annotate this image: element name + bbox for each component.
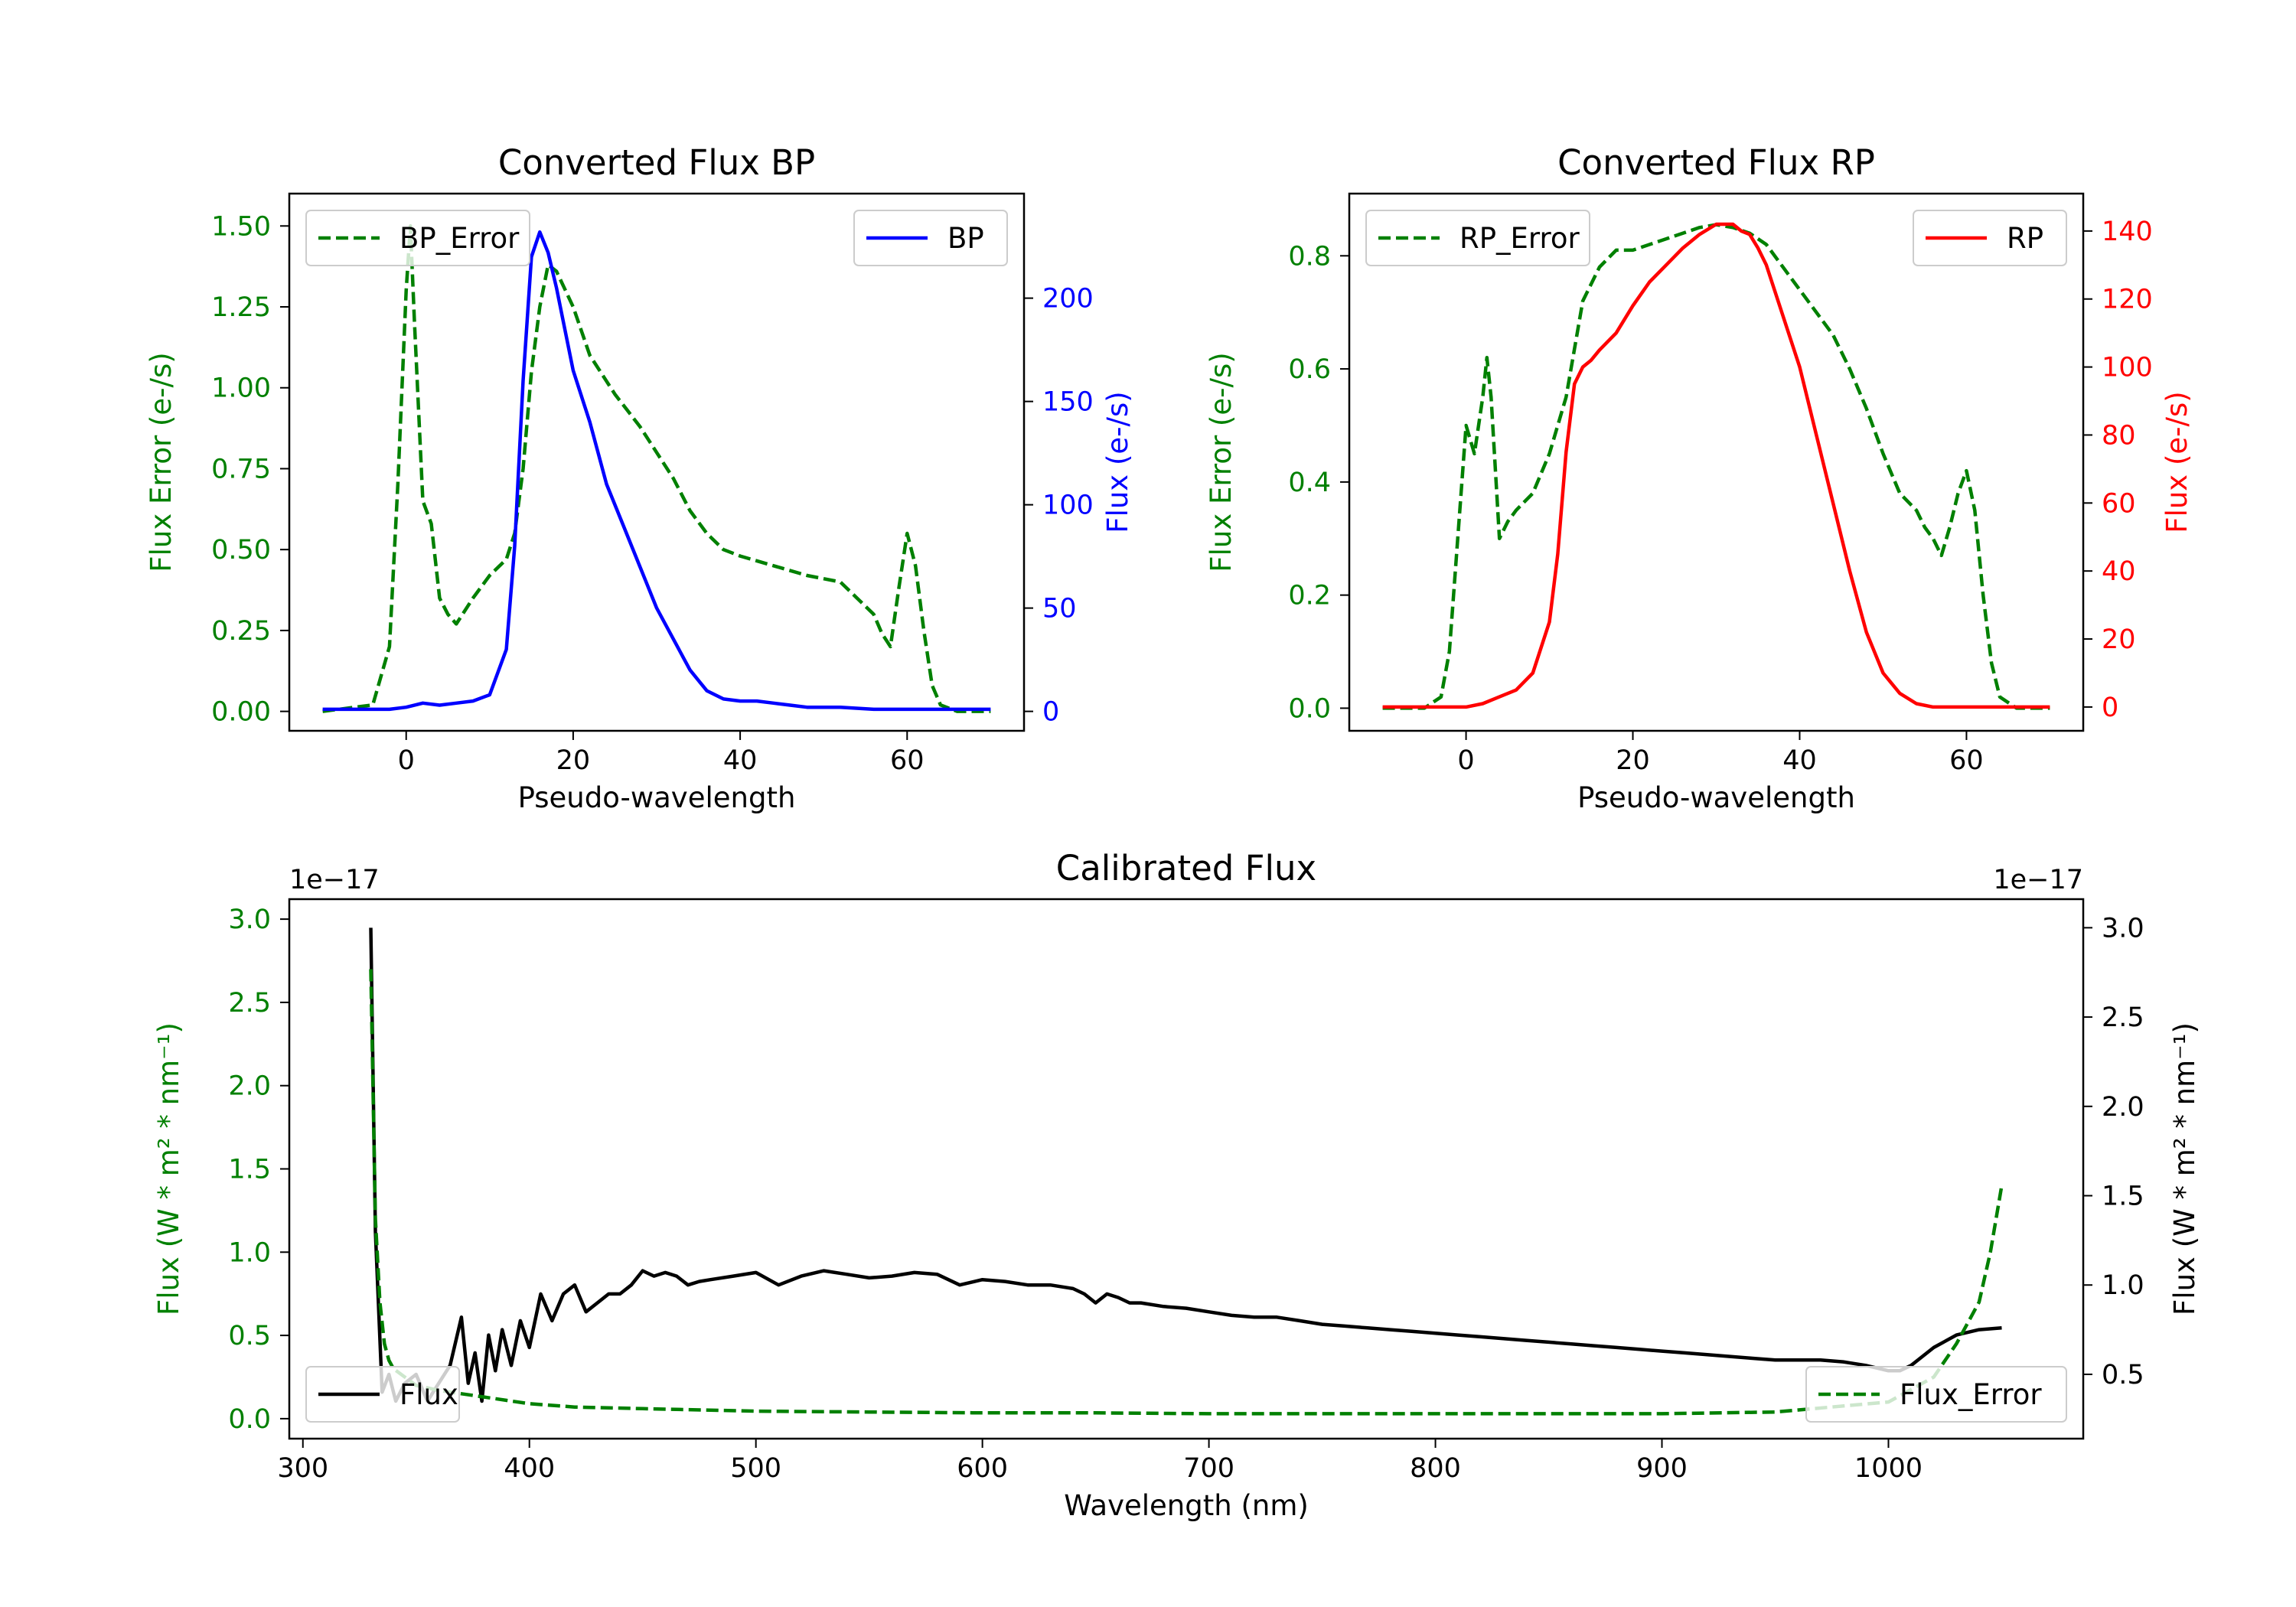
legend-bp_error: BP_Error <box>305 210 530 266</box>
legend-label: Flux_Error <box>1900 1378 2042 1411</box>
chart-title: Converted Flux RP <box>1557 142 1875 183</box>
series-line-rp <box>1382 222 2050 709</box>
legend-box <box>1913 210 2067 266</box>
y-left-tick-label: 0.2 <box>1288 581 1331 611</box>
x-tick-label: 400 <box>504 1453 555 1484</box>
y-left-tick-label: 0.0 <box>1288 693 1331 724</box>
legend-label: BP <box>947 222 984 255</box>
x-axis-label: Pseudo-wavelength <box>1577 781 1855 814</box>
legend-rp_error: RP_Error <box>1365 210 1590 266</box>
x-tick-label: 40 <box>723 745 758 776</box>
y-right-tick-label: 3.0 <box>2102 913 2144 944</box>
y-left-tick-label: 3.0 <box>228 905 271 935</box>
y-left-tick-label: 2.5 <box>228 988 271 1019</box>
legend-label: Flux <box>400 1378 458 1411</box>
x-tick-label: 40 <box>1782 745 1817 776</box>
x-tick-label: 20 <box>556 745 591 776</box>
legend-rp: RP <box>1913 210 2067 266</box>
y-right-axis-label: Flux (e-/s) <box>1101 391 1134 533</box>
legend-box <box>853 210 1008 266</box>
series-line-flux <box>369 927 2002 1403</box>
y-right-offset-text: 1e−17 <box>1993 865 2083 895</box>
legend-box <box>305 1366 460 1423</box>
x-tick-label: 800 <box>1410 1453 1461 1484</box>
panel-converted-flux-rp: 0 20 40 60 0.0 0.2 0.4 0.6 0.8 0 20 40 60 80 100 120 140… <box>1205 142 2193 814</box>
y-right-tick-label: 140 <box>2102 217 2153 247</box>
y-left-tick-label: 1.5 <box>228 1155 271 1185</box>
y-left-tick-label: 0.50 <box>211 535 271 566</box>
y-left-tick-label: 1.0 <box>228 1237 271 1268</box>
x-tick-label: 20 <box>1616 745 1650 776</box>
y-left-axis-label: Flux (W * m² * nm⁻¹) <box>152 1022 185 1315</box>
x-tick-label: 60 <box>890 745 925 776</box>
x-tick-label: 900 <box>1636 1453 1688 1484</box>
legend-flux: Flux <box>305 1366 460 1423</box>
x-tick-label: 0 <box>398 745 415 776</box>
y-right-tick-label: 80 <box>2102 420 2136 451</box>
y-right-tick-label: 60 <box>2102 488 2136 519</box>
x-tick-label: 700 <box>1183 1453 1234 1484</box>
y-left-offset-text: 1e−17 <box>289 865 380 895</box>
y-right-tick-label: 1.5 <box>2102 1182 2144 1212</box>
x-tick-label: 0 <box>1457 745 1474 776</box>
y-right-tick-label: 100 <box>1042 491 1094 521</box>
plot-frame <box>288 192 1026 732</box>
legend-box <box>305 210 530 266</box>
y-left-tick-label: 0.4 <box>1288 468 1331 498</box>
x-tick-label: 60 <box>1949 745 1984 776</box>
plot-frame <box>1348 192 2085 732</box>
series-line-bp_error <box>322 224 991 713</box>
y-right-tick-label: 1.0 <box>2102 1270 2144 1301</box>
y-right-tick-label: 0.5 <box>2102 1360 2144 1390</box>
legend-box <box>1365 210 1590 266</box>
x-tick-label: 500 <box>730 1453 781 1484</box>
chart-title: Converted Flux BP <box>498 142 815 183</box>
y-right-tick-label: 100 <box>2102 353 2153 383</box>
y-left-tick-label: 0.0 <box>228 1404 271 1435</box>
y-left-tick-label: 0.75 <box>211 454 271 484</box>
x-tick-label: 300 <box>277 1453 328 1484</box>
y-left-tick-label: 0.5 <box>228 1321 271 1351</box>
y-right-tick-label: 20 <box>2102 624 2136 655</box>
y-right-tick-label: 2.5 <box>2102 1002 2144 1033</box>
series-line-bp <box>322 230 991 712</box>
y-right-axis-label: Flux (e-/s) <box>2161 391 2193 533</box>
y-left-tick-label: 0.8 <box>1288 241 1331 272</box>
panel-calibrated-flux: 300 400 500 600 700 800 900 1000 0.0 0.5 1.0 1.5 2.0… <box>152 848 2201 1522</box>
y-right-tick-label: 40 <box>2102 556 2136 587</box>
y-left-tick-label: 1.50 <box>211 211 271 242</box>
y-left-tick-label: 0.6 <box>1288 354 1331 385</box>
legend-label: RP_Error <box>1459 222 1580 255</box>
y-right-tick-label: 150 <box>1042 387 1094 418</box>
y-right-tick-label: 0 <box>2102 693 2118 723</box>
y-right-tick-label: 2.0 <box>2102 1092 2144 1123</box>
series-line-rp_error <box>1382 223 2050 710</box>
legend-box <box>1805 1366 2067 1423</box>
legend-label: BP_Error <box>400 222 520 255</box>
y-right-tick-label: 50 <box>1042 594 1077 624</box>
y-left-axis-label: Flux Error (e-/s) <box>145 352 178 572</box>
x-tick-label: 600 <box>957 1453 1008 1484</box>
x-tick-label: 1000 <box>1854 1453 1923 1484</box>
y-left-tick-label: 1.00 <box>211 373 271 404</box>
y-left-tick-label: 0.25 <box>211 616 271 647</box>
panel-converted-flux-bp: 0 20 40 60 0.00 0.25 0.50 0.75 1.00 1.25 1.50 0 50 10… <box>145 142 1134 814</box>
y-left-axis-label: Flux Error (e-/s) <box>1205 352 1238 572</box>
y-right-tick-label: 200 <box>1042 284 1094 315</box>
legend-flux_error: Flux_Error <box>1805 1366 2067 1423</box>
legend-bp: BP <box>853 210 1008 266</box>
chart-title: Calibrated Flux <box>1056 848 1316 888</box>
y-left-tick-label: 0.00 <box>211 697 271 728</box>
x-axis-label: Pseudo-wavelength <box>518 781 796 814</box>
y-right-tick-label: 0 <box>1042 697 1059 728</box>
legend-label: RP <box>2007 222 2043 255</box>
x-axis-label: Wavelength (nm) <box>1064 1489 1309 1522</box>
y-right-axis-label: Flux (W * m² * nm⁻¹) <box>2168 1022 2201 1315</box>
y-left-tick-label: 2.0 <box>228 1071 271 1102</box>
y-left-tick-label: 1.25 <box>211 292 271 323</box>
y-right-tick-label: 120 <box>2102 285 2153 315</box>
